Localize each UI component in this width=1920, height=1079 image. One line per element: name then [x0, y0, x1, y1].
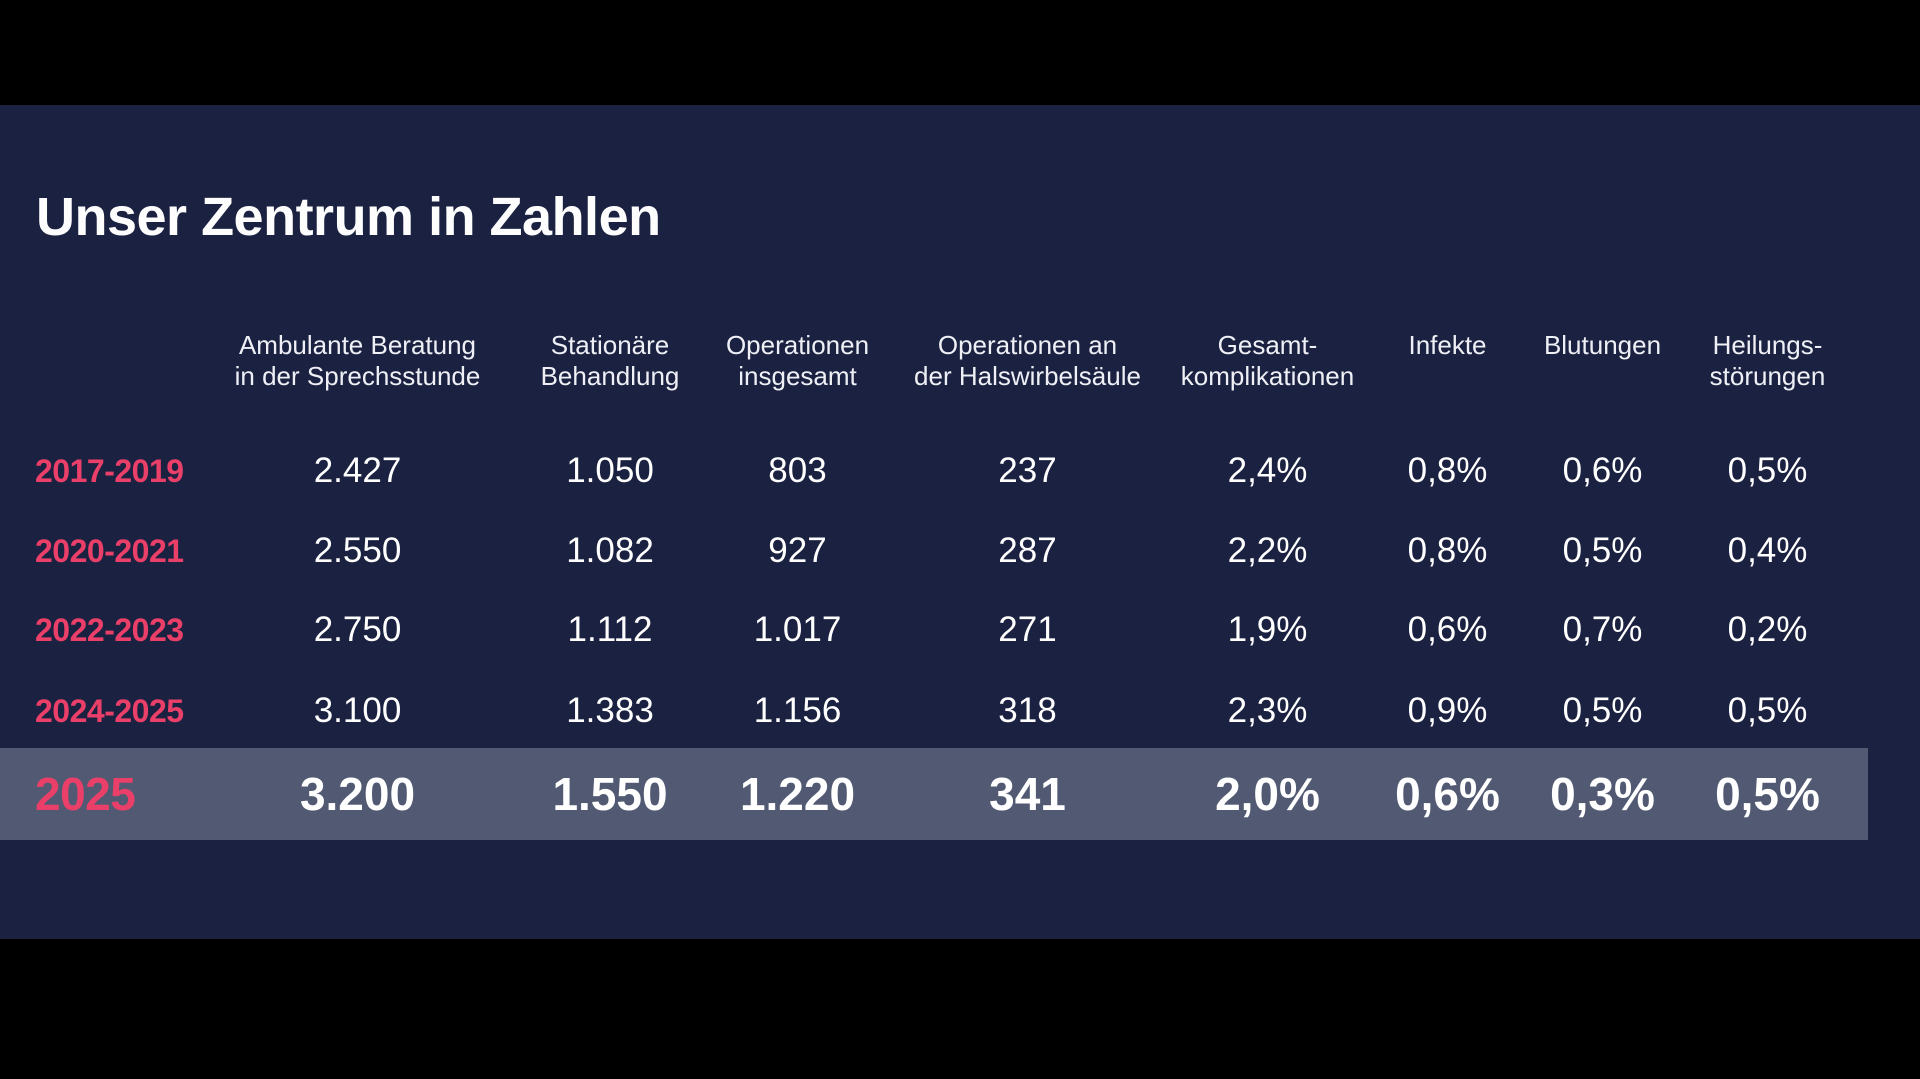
table-cell: 0,5%: [1727, 691, 1808, 730]
table-cell: 318: [998, 691, 1057, 730]
table-cell: 1.383: [566, 691, 654, 730]
column-header-line: Blutungen: [1543, 330, 1662, 360]
table-cell: 1.550: [552, 768, 668, 820]
table-row: 2020-2021 2.550 1.082 927 287 2,2% 0,8% …: [0, 529, 1868, 573]
column-header-gesamtkomplikationen: Gesamt- komplikationen: [1175, 330, 1360, 392]
column-header-blutungen: Blutungen: [1535, 330, 1670, 361]
column-header-line: der Halswirbelsäule: [914, 361, 1141, 391]
table-cell: 0,6%: [1407, 610, 1488, 649]
column-header-line: störungen: [1709, 361, 1826, 391]
column-header-line: in der Sprechsstunde: [234, 361, 481, 391]
table-cell: 3.200: [299, 768, 416, 820]
table-cell: 0,8%: [1407, 531, 1488, 570]
column-header-line: Gesamt-: [1217, 330, 1318, 360]
column-header-line: insgesamt: [738, 361, 857, 391]
table-cell: 2,0%: [1215, 768, 1320, 820]
table-cell: 0,9%: [1407, 691, 1488, 730]
table-cell: 0,6%: [1562, 451, 1643, 490]
table-cell: 2.427: [313, 451, 402, 490]
column-header-ambulante-beratung: Ambulante Beratung in der Sprechsstunde: [210, 330, 505, 392]
table-cell: 0,5%: [1715, 768, 1820, 820]
table-cell: 0,5%: [1727, 451, 1808, 490]
table-cell: 1.050: [566, 451, 654, 490]
row-period-label: 2020-2021: [35, 533, 184, 569]
table-cell: 1,9%: [1227, 610, 1308, 649]
row-period-label: 2024-2025: [35, 693, 184, 729]
table-row: 2022-2023 2.750 1.112 1.017 271 1,9% 0,6…: [0, 608, 1868, 652]
table-cell: 3.100: [313, 691, 402, 730]
letterbox-top: [0, 0, 1920, 105]
table-cell: 2,2%: [1227, 531, 1308, 570]
table-cell: 0,6%: [1395, 768, 1500, 820]
table-cell: 0,3%: [1550, 768, 1655, 820]
table-cell: 1.156: [753, 691, 842, 730]
column-header-line: Operationen: [725, 330, 870, 360]
column-header-heilungsstoerungen: Heilungs- störungen: [1670, 330, 1865, 392]
table-cell: 0,8%: [1407, 451, 1488, 490]
column-header-line: Operationen an: [937, 330, 1118, 360]
table-cell: 287: [998, 531, 1057, 570]
table-cell: 271: [998, 610, 1057, 649]
table-cell: 803: [768, 451, 827, 490]
table-cell: 2.750: [313, 610, 402, 649]
column-header-line: Ambulante Beratung: [238, 330, 477, 360]
table-cell: 1.017: [753, 610, 842, 649]
table-cell: 1.082: [566, 531, 654, 570]
column-header-operationen-halswirbelsaeule: Operationen an der Halswirbelsäule: [880, 330, 1175, 392]
table-cell: 1.220: [739, 768, 856, 820]
letterbox-bottom: [0, 939, 1920, 1079]
table-cell: 0,2%: [1727, 610, 1808, 649]
table-cell: 1.112: [567, 610, 653, 649]
row-period-label: 2025: [35, 768, 136, 820]
table-cell: 341: [989, 768, 1066, 820]
column-header-stationaere-behandlung: Stationäre Behandlung: [505, 330, 715, 392]
column-header-line: Behandlung: [540, 361, 680, 391]
row-period-label: 2017-2019: [35, 453, 184, 489]
table-cell: 0,7%: [1562, 610, 1643, 649]
table-cell: 0,5%: [1562, 531, 1643, 570]
row-period-label: 2022-2023: [35, 612, 184, 648]
table-header-row: Ambulante Beratung in der Sprechsstunde …: [0, 330, 1868, 392]
table-cell: 0,4%: [1727, 531, 1808, 570]
page-title: Unser Zentrum in Zahlen: [36, 187, 661, 247]
table-cell: 2,3%: [1227, 691, 1308, 730]
table-row-highlighted: 2025 3.200 1.550 1.220 341 2,0% 0,6% 0,3…: [0, 748, 1868, 840]
column-header-operationen-insgesamt: Operationen insgesamt: [715, 330, 880, 392]
table-row: 2017-2019 2.427 1.050 803 237 2,4% 0,8% …: [0, 449, 1868, 493]
table-cell: 2.550: [313, 531, 402, 570]
table-row: 2024-2025 3.100 1.383 1.156 318 2,3% 0,9…: [0, 689, 1868, 733]
column-header-line: Infekte: [1408, 330, 1487, 360]
table-cell: 0,5%: [1562, 691, 1643, 730]
table-cell: 2,4%: [1227, 451, 1308, 490]
slide-body: Unser Zentrum in Zahlen Ambulante Beratu…: [0, 105, 1920, 939]
table-cell: 237: [998, 451, 1057, 490]
column-header-line: Stationäre: [550, 330, 670, 360]
column-header-line: Heilungs-: [1712, 330, 1823, 360]
column-header-line: komplikationen: [1180, 361, 1355, 391]
table-cell: 927: [768, 531, 827, 570]
column-header-infekte: Infekte: [1360, 330, 1535, 361]
